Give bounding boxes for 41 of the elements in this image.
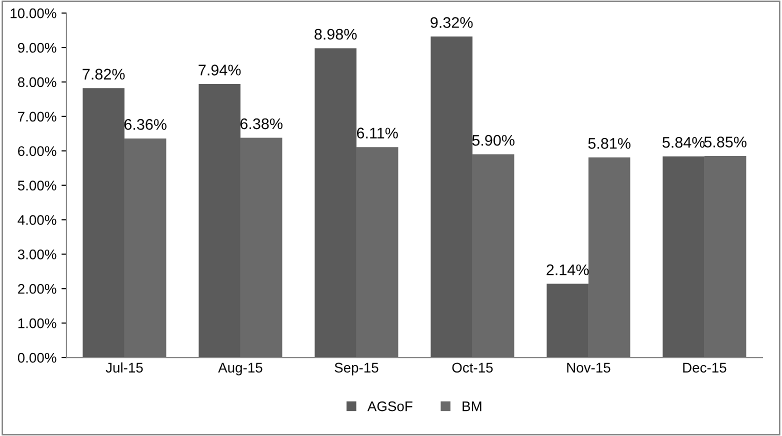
y-tick-label: 4.00%	[18, 215, 56, 225]
x-tick-label: Sep-15	[334, 362, 378, 376]
bar	[82, 88, 124, 358]
x-tick-label: Aug-15	[218, 362, 262, 376]
bar	[198, 84, 240, 358]
bar	[546, 284, 588, 358]
y-tick-label: 5.00%	[18, 180, 56, 190]
data-label: 9.32%	[430, 17, 473, 28]
y-tick-label: 0.00%	[18, 352, 56, 363]
bar	[356, 147, 398, 358]
legend-label: AGSoF	[367, 401, 412, 412]
bar	[588, 157, 630, 358]
data-label: 6.38%	[240, 118, 282, 130]
bar	[124, 138, 166, 358]
data-label: 5.84%	[662, 136, 705, 148]
bar	[314, 48, 356, 358]
y-tick-label: 10.00%	[10, 8, 56, 18]
y-tick-label: 2.00%	[18, 284, 56, 294]
legend-label: BM	[462, 402, 482, 412]
bar	[240, 138, 282, 358]
data-label: 5.81%	[588, 138, 630, 149]
bar	[430, 36, 472, 358]
data-label: 5.85%	[704, 136, 746, 148]
x-tick-label: Oct-15	[452, 362, 493, 373]
x-tick-label: Nov-15	[567, 362, 610, 373]
y-tick-label: 9.00%	[18, 42, 56, 53]
y-tick-label: 3.00%	[18, 250, 56, 260]
x-tick-label: Dec-15	[683, 362, 726, 373]
data-label: 7.82%	[82, 68, 125, 80]
y-tick-label: 1.00%	[18, 318, 56, 328]
data-label: 8.98%	[314, 28, 357, 40]
y-tick-label: 7.00%	[18, 112, 56, 122]
data-label: 7.94%	[198, 64, 241, 76]
bar	[662, 156, 704, 358]
data-label: 6.11%	[357, 128, 398, 138]
bar	[472, 154, 514, 358]
y-tick-label: 8.00%	[18, 77, 56, 88]
y-tick-label: 6.00%	[18, 146, 56, 156]
bar	[704, 156, 746, 358]
data-label: 6.36%	[124, 119, 166, 130]
x-tick-label: Jul-15	[106, 362, 143, 373]
